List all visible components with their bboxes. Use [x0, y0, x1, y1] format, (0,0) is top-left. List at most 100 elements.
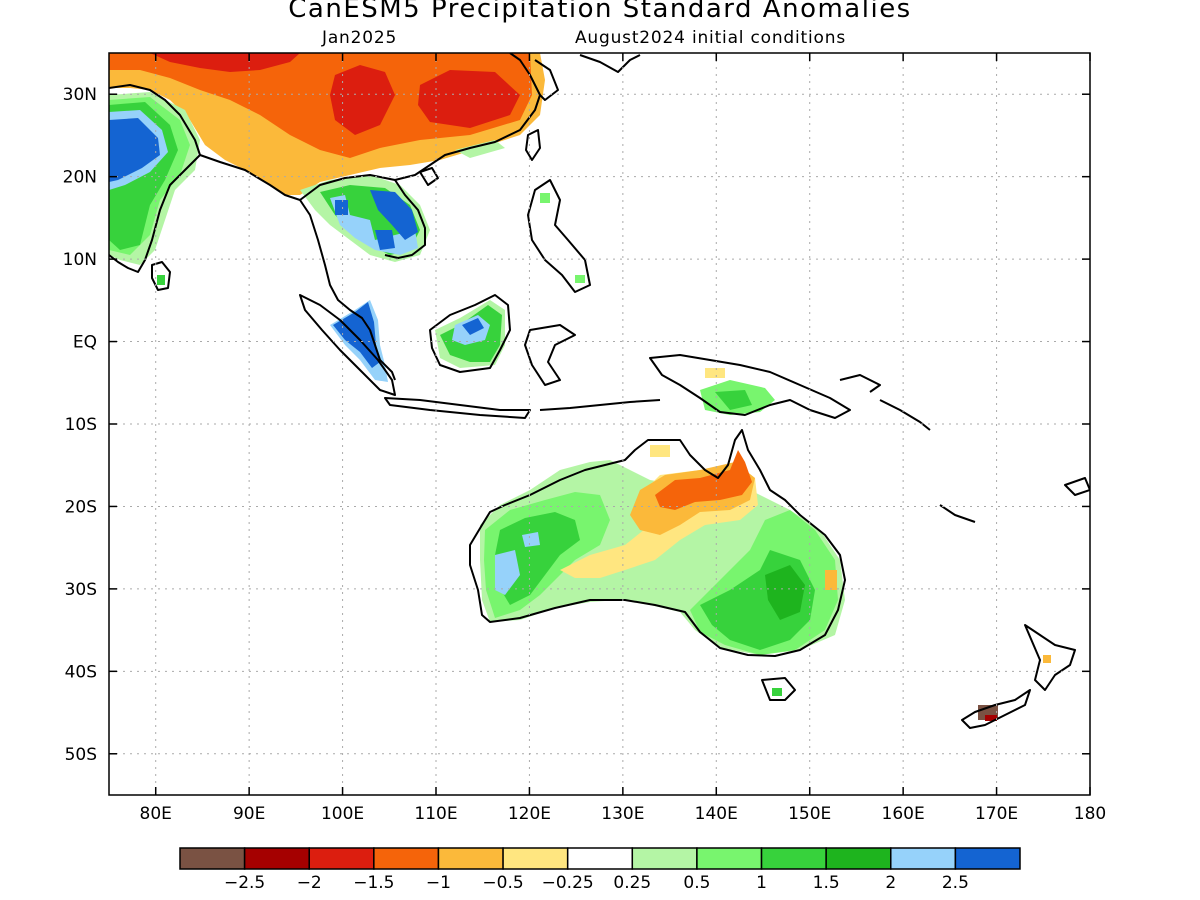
lon-tick-label: 130E [601, 804, 644, 824]
indochina-wet-light-blue [330, 195, 418, 255]
colorbar-label: 1 [756, 873, 767, 893]
colorbar-swatch [631, 847, 698, 870]
nz-dry-red [985, 715, 997, 721]
lat-tick-label: 20S [65, 497, 97, 517]
lat-tick-label: 30N [63, 85, 97, 105]
colorbar-label: −2.5 [224, 873, 265, 893]
hainan [419, 167, 439, 186]
bismarck [839, 374, 881, 393]
colorbar-label: 2.5 [942, 873, 969, 893]
lat-tick-label: 10S [65, 415, 97, 435]
nz-south [961, 689, 1031, 729]
japan-coast [579, 54, 641, 73]
sulawesi [524, 324, 576, 386]
lon-tick-label: 160E [882, 804, 925, 824]
colorbar-swatch [179, 847, 246, 870]
philippines-wet [540, 193, 550, 203]
lat-tick-label: 10N [63, 250, 97, 270]
indochina-wet-blue-3 [375, 230, 395, 250]
philippines [527, 179, 591, 293]
new-guinea-dry [705, 368, 725, 378]
mindanao-wet [575, 275, 585, 283]
lat-tick-label: 30S [65, 580, 97, 600]
korea-coast [534, 59, 559, 101]
asia-dry-strong-2 [330, 65, 395, 135]
coastlines [109, 53, 1090, 729]
colorbar-swatch [308, 847, 375, 870]
lon-tick-label: 180 [1074, 804, 1106, 824]
lon-tick-label: 120E [508, 804, 551, 824]
asia-dry-mod [109, 53, 532, 158]
colorbar-swatch [696, 847, 763, 870]
australia-dry-north [650, 445, 670, 457]
lon-tick-label: 90E [233, 804, 265, 824]
lon-tick-label: 170E [975, 804, 1018, 824]
nz-north [1024, 624, 1076, 691]
forecast-month: Jan2025 [322, 28, 398, 48]
colorbar-label: 0.5 [683, 873, 710, 893]
sri-lanka [151, 261, 171, 291]
colorbar-label: −2 [297, 873, 322, 893]
borneo-wet-blue [462, 318, 484, 335]
indochina-coast [299, 53, 541, 201]
lon-tick-label: 140E [695, 804, 738, 824]
australia-wet-east-core [765, 565, 805, 620]
lon-tick-label: 150E [788, 804, 831, 824]
colorbar-label: −0.25 [542, 873, 594, 893]
lesser-sundas [539, 399, 661, 411]
lon-tick-label: 110E [414, 804, 457, 824]
colorbar-swatch [437, 847, 504, 870]
bay-of-bengal-coast [199, 154, 396, 381]
lon-tick-label: 80E [140, 804, 172, 824]
australia-wet-west-strong [495, 512, 580, 605]
tasmania [761, 677, 796, 701]
colorbar-label: −1.5 [353, 873, 394, 893]
india-wet-blue [109, 118, 160, 182]
australia-wet-west-light-blue-2 [522, 532, 540, 547]
lat-tick-label: 50S [65, 745, 97, 765]
australia [469, 429, 846, 657]
china-wet-strip [455, 140, 505, 158]
colorbar-label: 2 [885, 873, 896, 893]
lat-tick-label: 40S [65, 662, 97, 682]
graticule [109, 53, 1090, 795]
taiwan [525, 129, 541, 161]
initial-conditions: August2024 initial conditions [575, 28, 846, 48]
australia-wet-west-light-blue [495, 550, 520, 595]
new-caledonia [939, 504, 976, 523]
colorbar-swatch [243, 847, 310, 870]
indochina-wet-blue-1 [370, 190, 418, 240]
sumatra [299, 294, 396, 396]
colorbar-swatch [760, 847, 827, 870]
colorbar-swatch [825, 847, 892, 870]
colorbar-label: 0.25 [613, 873, 651, 893]
borneo [429, 294, 511, 373]
axis-ticks: 80E 90E 100E 110E 120E 130E 140E 150E 160E 170E 18… [63, 53, 1106, 824]
colorbar-label: −0.5 [482, 873, 523, 893]
shading-layer [109, 53, 1051, 721]
sri-lanka-wet [157, 275, 165, 285]
solomons [879, 399, 931, 431]
australia-dry-east-coast [825, 570, 837, 590]
tasmania-wet [772, 688, 782, 696]
colorbar-swatch [502, 847, 569, 870]
asia-dry-strong-1 [150, 53, 300, 72]
colorbar-swatch [566, 847, 634, 870]
map-title: CanESM5 Precipitation Standard Anomalies [288, 0, 912, 24]
new-guinea [649, 354, 851, 419]
lat-tick-label: EQ [73, 333, 97, 353]
asia-dry-strong-3 [418, 70, 520, 128]
colorbar-swatch [890, 847, 957, 870]
colorbar-label: 1.5 [813, 873, 840, 893]
lat-tick-label: 20N [63, 168, 97, 188]
vietnam-coast [384, 179, 426, 259]
sumatra-wet-blue [333, 302, 380, 368]
colorbar: −2.5 −2 −1.5 −1 −0.5 −0.25 0.25 0.5 1 1.5 2 2.5 [179, 847, 1021, 893]
new-guinea-wet-strong [715, 390, 752, 410]
indochina-wet-blue-2 [335, 200, 348, 215]
lon-tick-label: 100E [321, 804, 364, 824]
asia-coast [109, 84, 201, 273]
nz-north-dry [1043, 655, 1051, 663]
colorbar-swatch [373, 847, 440, 870]
